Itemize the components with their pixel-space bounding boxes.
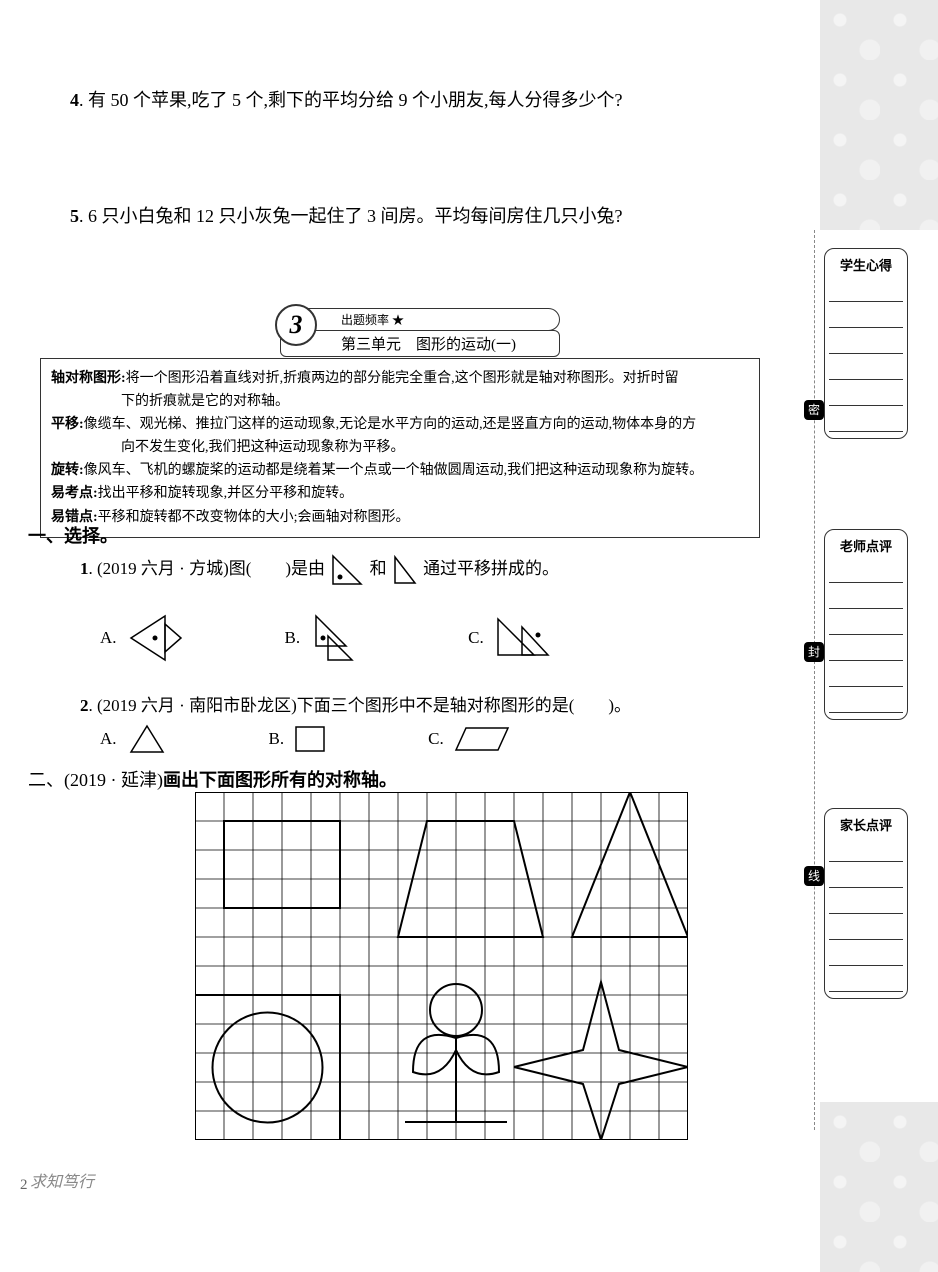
q2-src: . (2019 六月 · 南阳市卧龙区)下面三个图形中不是轴对称图形的是( )。 bbox=[89, 696, 632, 715]
q2-opt-a[interactable]: A. bbox=[100, 722, 169, 756]
info-l3b: 像风车、飞机的螺旋桨的运动都是绕着某一个点或一个轴做圆周运动,我们把这种运动现象… bbox=[84, 463, 704, 478]
note-line[interactable] bbox=[829, 635, 903, 661]
info-l1c: 下的折痕就是它的对称轴。 bbox=[51, 390, 749, 413]
unit-title: 第三单元 图形的运动(一) bbox=[280, 330, 560, 357]
q2-b-label: B. bbox=[269, 725, 285, 754]
nb2-title: 老师点评 bbox=[829, 536, 903, 555]
q1-options: A. B. C. bbox=[100, 612, 554, 664]
seal-feng: 封 bbox=[804, 642, 824, 662]
section-2-head: 二、(2019 · 延津)画出下面图形所有的对称轴。 bbox=[28, 766, 397, 792]
q1-tri2-icon bbox=[391, 555, 419, 585]
note-line[interactable] bbox=[829, 966, 903, 992]
note-line[interactable] bbox=[829, 557, 903, 583]
q1-opt-c[interactable]: C. bbox=[468, 615, 554, 661]
decoration-bottom bbox=[820, 1102, 938, 1272]
q4-num: 4 bbox=[70, 90, 79, 110]
q1-num: 1 bbox=[80, 559, 89, 578]
q2-c-label: C. bbox=[428, 725, 444, 754]
q1-a-shape bbox=[125, 612, 185, 664]
q1-mid: 和 bbox=[370, 559, 387, 578]
term-rotation: 旋转: bbox=[51, 463, 84, 478]
info-l1b: 将一个图形沿着直线对折,折痕两边的部分能完全重合,这个图形就是轴对称图形。对折时… bbox=[126, 371, 679, 386]
teacher-note-box: 老师点评 bbox=[824, 529, 908, 720]
info-l2b: 像缆车、观光梯、推拉门这样的运动现象,无论是水平方向的运动,还是竖直方向的运动,… bbox=[84, 417, 697, 432]
q1-opt-a[interactable]: A. bbox=[100, 612, 185, 664]
note-line[interactable] bbox=[829, 406, 903, 432]
note-line[interactable] bbox=[829, 914, 903, 940]
q1-opt-b[interactable]: B. bbox=[285, 612, 369, 664]
note-line[interactable] bbox=[829, 661, 903, 687]
page-num-partial: 2 bbox=[20, 1177, 28, 1194]
q1-c-label: C. bbox=[468, 624, 484, 653]
note-line[interactable] bbox=[829, 354, 903, 380]
q1-b-label: B. bbox=[285, 624, 301, 653]
s2-bold: 画出下面图形所有的对称轴。 bbox=[163, 770, 397, 790]
seal-mi: 密 bbox=[804, 400, 824, 420]
note-line[interactable] bbox=[829, 276, 903, 302]
q5-text: . 6 只小白兔和 12 只小灰兔一起住了 3 间房。平均每间房住几只小兔? bbox=[79, 206, 623, 226]
note-line[interactable] bbox=[829, 380, 903, 406]
info-l5b: 平移和旋转都不改变物体的大小;会画轴对称图形。 bbox=[98, 510, 410, 525]
note-line[interactable] bbox=[829, 836, 903, 862]
q2-a-shape bbox=[125, 722, 169, 756]
q1-tri1-icon bbox=[329, 552, 365, 588]
fold-dash-line bbox=[814, 230, 815, 1130]
term-symmetry: 轴对称图形: bbox=[51, 371, 126, 386]
note-line[interactable] bbox=[829, 583, 903, 609]
q1-end: 通过平移拼成的。 bbox=[423, 559, 559, 578]
note-line[interactable] bbox=[829, 328, 903, 354]
term-exam-point: 易考点: bbox=[51, 486, 98, 501]
q1-c-shape bbox=[492, 615, 554, 661]
nb3-title: 家长点评 bbox=[829, 815, 903, 834]
s2-pre: 二、(2019 · 延津) bbox=[28, 770, 163, 790]
q1-src: . (2019 六月 · 方城)图( )是由 bbox=[89, 559, 326, 578]
footer-text: 求知笃行 bbox=[30, 1168, 94, 1192]
note-line[interactable] bbox=[829, 862, 903, 888]
unit-frequency: 出题频率 ★ bbox=[280, 308, 560, 331]
note-line[interactable] bbox=[829, 687, 903, 713]
symmetry-grid-figure bbox=[195, 792, 688, 1140]
concept-info-box: 轴对称图形:将一个图形沿着直线对折,折痕两边的部分能完全重合,这个图形就是轴对称… bbox=[40, 358, 760, 538]
decoration-top bbox=[820, 0, 938, 230]
q2-a-label: A. bbox=[100, 725, 117, 754]
q2-b-shape bbox=[292, 723, 328, 755]
note-line[interactable] bbox=[829, 302, 903, 328]
q2-stem: 2. (2019 六月 · 南阳市卧龙区)下面三个图形中不是轴对称图形的是( )… bbox=[80, 692, 631, 721]
nb1-title: 学生心得 bbox=[829, 255, 903, 274]
q1-stem: 1. (2019 六月 · 方城)图( )是由 和 通过平移拼成的。 bbox=[80, 552, 559, 588]
info-l4b: 找出平移和旋转现象,并区分平移和旋转。 bbox=[98, 486, 354, 501]
note-line[interactable] bbox=[829, 940, 903, 966]
note-line[interactable] bbox=[829, 888, 903, 914]
student-note-box: 学生心得 bbox=[824, 248, 908, 439]
q2-num: 2 bbox=[80, 696, 89, 715]
unit-header: 3 出题频率 ★ 第三单元 图形的运动(一) bbox=[280, 308, 560, 357]
info-l2c: 向不发生变化,我们把这种运动现象称为平移。 bbox=[51, 436, 749, 459]
unit-number-badge: 3 bbox=[275, 304, 317, 346]
q2-opt-c[interactable]: C. bbox=[428, 724, 512, 754]
q2-c-shape bbox=[452, 724, 512, 754]
section-1-head: 一、选择。 bbox=[28, 522, 118, 548]
question-4: 4. 有 50 个苹果,吃了 5 个,剩下的平均分给 9 个小朋友,每人分得多少… bbox=[70, 84, 623, 116]
q2-options: A. B. C. bbox=[100, 722, 512, 756]
question-5: 5. 6 只小白兔和 12 只小灰兔一起住了 3 间房。平均每间房住几只小兔? bbox=[70, 200, 623, 232]
q5-num: 5 bbox=[70, 206, 79, 226]
term-translation: 平移: bbox=[51, 417, 84, 432]
q2-opt-b[interactable]: B. bbox=[269, 723, 329, 755]
q1-b-shape bbox=[308, 612, 368, 664]
q1-a-label: A. bbox=[100, 624, 117, 653]
parent-note-box: 家长点评 bbox=[824, 808, 908, 999]
seal-xian: 线 bbox=[804, 866, 824, 886]
q4-text: . 有 50 个苹果,吃了 5 个,剩下的平均分给 9 个小朋友,每人分得多少个… bbox=[79, 90, 623, 110]
note-line[interactable] bbox=[829, 609, 903, 635]
